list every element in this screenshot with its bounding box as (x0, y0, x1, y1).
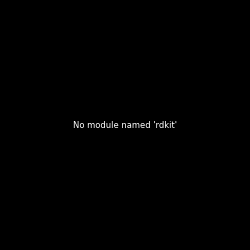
Text: No module named 'rdkit': No module named 'rdkit' (73, 120, 177, 130)
